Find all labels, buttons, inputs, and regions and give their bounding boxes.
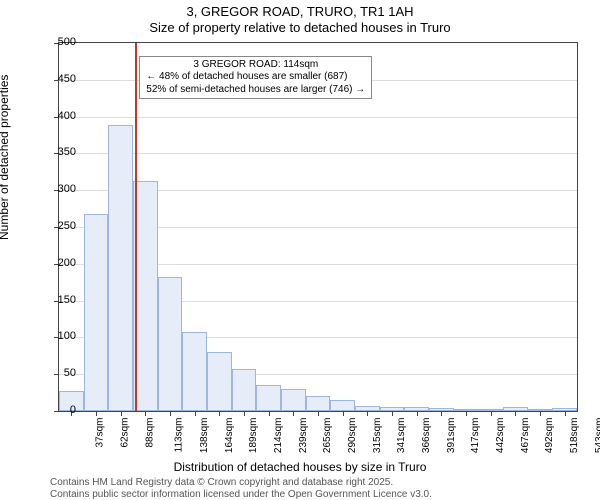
xtick-mark (565, 411, 566, 416)
xtick-mark (195, 411, 196, 416)
xtick-mark (293, 411, 294, 416)
histogram-bar (207, 352, 232, 411)
xtick-label: 290sqm (347, 418, 358, 454)
histogram-bar (108, 125, 133, 411)
histogram-bar (256, 385, 281, 411)
xtick-mark (96, 411, 97, 416)
xtick-label: 138sqm (199, 418, 210, 454)
ytick-label: 500 (58, 36, 76, 48)
plot-area: 3 GREGOR ROAD: 114sqm← 48% of detached h… (58, 42, 578, 412)
histogram-bar (84, 214, 109, 411)
histogram-bar (158, 277, 183, 411)
xtick-label: 164sqm (224, 418, 235, 454)
ytick-label: 0 (70, 404, 76, 416)
ytick-label: 350 (58, 146, 76, 158)
xtick-label: 214sqm (273, 418, 284, 454)
ytick-label: 300 (58, 183, 76, 195)
xtick-label: 37sqm (95, 418, 106, 448)
ytick-label: 200 (58, 257, 76, 269)
xtick-label: 315sqm (372, 418, 383, 454)
y-axis-label: Number of detached properties (0, 75, 11, 240)
xtick-label: 492sqm (544, 418, 555, 454)
histogram-bar (182, 332, 207, 411)
annotation-line: 52% of semi-detached houses are larger (… (146, 84, 365, 97)
xtick-mark (417, 411, 418, 416)
ytick-label: 250 (58, 220, 76, 232)
xtick-mark (269, 411, 270, 416)
xtick-label: 341sqm (396, 418, 407, 454)
xtick-label: 62sqm (120, 418, 131, 448)
xtick-mark (343, 411, 344, 416)
ytick-label: 50 (64, 367, 76, 379)
xtick-mark (170, 411, 171, 416)
xtick-label: 239sqm (298, 418, 309, 454)
ytick-label: 400 (58, 110, 76, 122)
xtick-label: 265sqm (322, 418, 333, 454)
xtick-mark (367, 411, 368, 416)
xtick-label: 518sqm (569, 418, 580, 454)
xtick-mark (318, 411, 319, 416)
x-axis-label: Distribution of detached houses by size … (0, 460, 600, 474)
xtick-mark (491, 411, 492, 416)
annotation-line: 3 GREGOR ROAD: 114sqm (146, 59, 365, 72)
xtick-label: 113sqm (174, 418, 185, 453)
annotation-box: 3 GREGOR ROAD: 114sqm← 48% of detached h… (139, 56, 372, 100)
xtick-label: 88sqm (144, 418, 155, 448)
xtick-mark (121, 411, 122, 416)
xtick-label: 442sqm (495, 418, 506, 454)
xtick-mark (515, 411, 516, 416)
xtick-label: 366sqm (421, 418, 432, 454)
ytick-mark (54, 411, 59, 412)
histogram-bar (232, 369, 257, 411)
chart-container: 3, GREGOR ROAD, TRURO, TR1 1AH Size of p… (0, 0, 600, 500)
ytick-label: 150 (58, 294, 76, 306)
xtick-mark (540, 411, 541, 416)
property-marker-line (135, 43, 137, 411)
chart-title-line2: Size of property relative to detached ho… (0, 20, 600, 35)
xtick-label: 189sqm (248, 418, 259, 454)
xtick-mark (466, 411, 467, 416)
xtick-label: 543sqm (594, 418, 600, 454)
ytick-label: 100 (58, 330, 76, 342)
ytick-mark (54, 374, 59, 375)
xtick-mark (392, 411, 393, 416)
histogram-bar (330, 400, 355, 411)
xtick-mark (244, 411, 245, 416)
annotation-line: ← 48% of detached houses are smaller (68… (146, 71, 365, 84)
xtick-mark (219, 411, 220, 416)
histogram-bar (306, 396, 331, 411)
xtick-mark (441, 411, 442, 416)
footer-text-1: Contains HM Land Registry data © Crown c… (50, 477, 393, 488)
xtick-label: 417sqm (470, 418, 481, 454)
xtick-mark (145, 411, 146, 416)
ytick-label: 450 (58, 73, 76, 85)
footer-text-2: Contains public sector information licen… (50, 489, 432, 500)
xtick-label: 467sqm (520, 418, 531, 454)
chart-title-line1: 3, GREGOR ROAD, TRURO, TR1 1AH (0, 4, 600, 19)
xtick-label: 391sqm (446, 418, 457, 454)
histogram-bar (281, 389, 306, 411)
